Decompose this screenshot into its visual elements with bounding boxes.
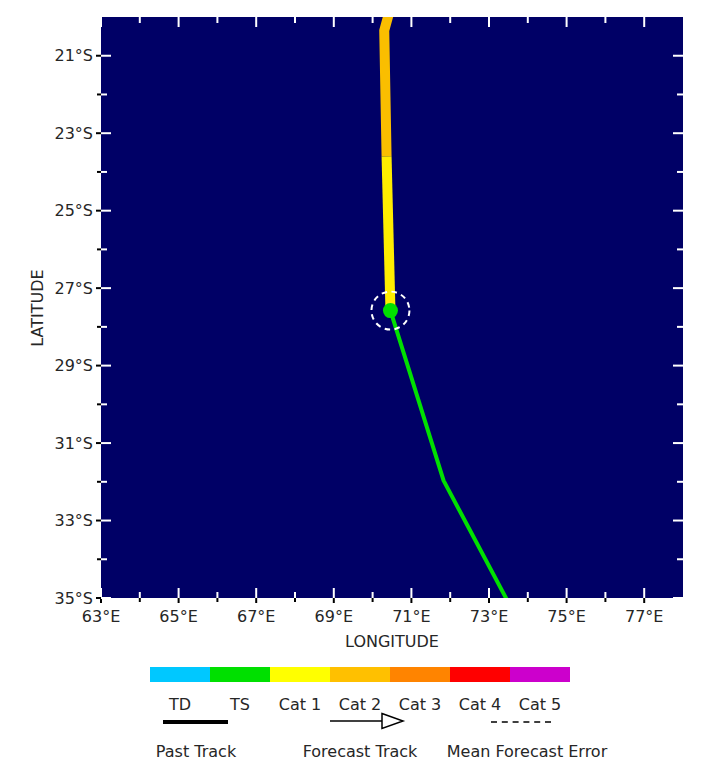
x-tick-label: 75°E [547, 607, 585, 626]
mean-forecast-error-label: Mean Forecast Error [447, 742, 608, 760]
y-tick-label: 29°S [54, 356, 93, 375]
legend-category-label: Cat 4 [459, 695, 502, 714]
y-tick-label: 33°S [54, 511, 93, 530]
legend-category-label: Cat 1 [279, 695, 322, 714]
x-axis-title: LONGITUDE [345, 632, 439, 651]
cyclone-track-chart: 63°E 65°E 67°E 69°E 71°E 73°E 75°E 77°E 21°S 23°S… [0, 0, 720, 760]
y-tick-label: 21°S [54, 46, 93, 65]
past-track-cat2 [384, 9, 390, 156]
legend-category-label: Cat 2 [339, 695, 382, 714]
legend-category-label: Cat 5 [519, 695, 562, 714]
legend-color-ts [210, 667, 270, 682]
x-tick-label: 65°E [159, 607, 197, 626]
x-tick-label: 71°E [392, 607, 430, 626]
legend-symbols [163, 714, 554, 729]
y-tick-label: 23°S [54, 124, 93, 143]
legend-category-label: Cat 3 [399, 695, 442, 714]
y-tick-label: 25°S [54, 201, 93, 220]
legend-color-cat-3 [390, 667, 450, 682]
current-position-marker [383, 303, 398, 318]
legend-category-label: TS [229, 695, 250, 714]
past-track-cat1 [387, 156, 391, 310]
y-tick-label: 35°S [54, 589, 93, 608]
legend-color-cat-1 [270, 667, 330, 682]
x-tick-label: 73°E [470, 607, 508, 626]
forecast-track-label: Forecast Track [303, 742, 418, 760]
legend-color-scale: TD TS Cat 1 Cat 2 Cat 3 Cat 4 Cat 5 [150, 667, 570, 714]
legend-color-cat-5 [510, 667, 570, 682]
y-tick-label: 31°S [54, 434, 93, 453]
forecast-track-symbol-arrowhead [382, 714, 403, 729]
x-tick-label: 67°E [237, 607, 275, 626]
cyclone-track-figure: 63°E 65°E 67°E 69°E 71°E 73°E 75°E 77°E 21°S 23°S… [0, 0, 720, 760]
legend-color-cat-2 [330, 667, 390, 682]
y-axis-title: LATITUDE [28, 269, 47, 346]
y-tick-label: 27°S [54, 279, 93, 298]
legend-category-label: TD [168, 695, 191, 714]
x-tick-label: 63°E [82, 607, 120, 626]
x-tick-label: 69°E [315, 607, 353, 626]
legend-color-td [150, 667, 210, 682]
legend-color-cat-4 [450, 667, 510, 682]
past-track-label: Past Track [156, 742, 237, 760]
x-tick-label: 77°E [625, 607, 663, 626]
